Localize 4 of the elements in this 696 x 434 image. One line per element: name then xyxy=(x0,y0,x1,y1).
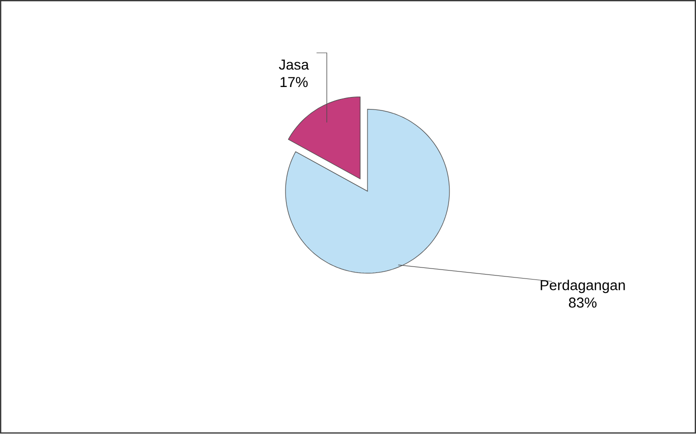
slice-label: Perdagangan xyxy=(540,280,625,294)
data-label: 17% xyxy=(280,77,308,88)
data-label: 83% xyxy=(568,298,597,308)
slice-label: Jasa xyxy=(278,60,309,70)
